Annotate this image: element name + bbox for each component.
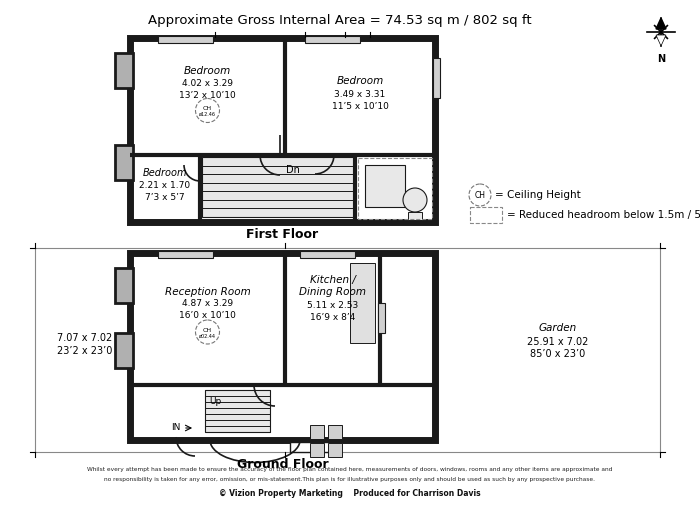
Text: 13’2 x 10’10: 13’2 x 10’10 (179, 91, 236, 100)
Text: 4.02 x 3.29: 4.02 x 3.29 (182, 79, 233, 88)
Circle shape (195, 98, 220, 123)
Bar (305, 36, 360, 43)
Bar (35, 248, 660, 452)
Bar (328, 425, 342, 439)
Bar (365, 165, 405, 207)
Polygon shape (656, 18, 666, 29)
Text: CH: CH (475, 191, 486, 199)
Bar (350, 263, 375, 343)
Text: Ground Floor: Ground Floor (237, 458, 328, 472)
Text: ø02.44: ø02.44 (199, 334, 216, 339)
Text: = Reduced headroom below 1.5m / 5’0: = Reduced headroom below 1.5m / 5’0 (507, 210, 700, 220)
Text: Up: Up (209, 397, 221, 407)
Text: no responsibility is taken for any error, omission, or mis-statement.This plan i: no responsibility is taken for any error… (104, 478, 596, 483)
Text: 16’9 x 8’4: 16’9 x 8’4 (310, 313, 355, 322)
Text: © Vizion Property Marketing    Produced for Charrison Davis: © Vizion Property Marketing Produced for… (219, 489, 481, 497)
Bar (328, 443, 342, 457)
Circle shape (469, 184, 491, 206)
Bar (290, 442, 340, 452)
Text: 7.07 x 7.02: 7.07 x 7.02 (57, 333, 113, 343)
Circle shape (195, 320, 220, 344)
Text: IN: IN (171, 423, 180, 432)
Bar (130, 38, 435, 222)
Text: 11’5 x 10’10: 11’5 x 10’10 (332, 102, 389, 111)
Bar (470, 207, 502, 223)
Bar (115, 145, 133, 180)
Text: 2.21 x 1.70: 2.21 x 1.70 (139, 181, 190, 190)
Bar (358, 158, 432, 219)
Text: Garden: Garden (538, 323, 577, 333)
Bar (408, 212, 422, 220)
Bar (433, 58, 440, 98)
Text: CH: CH (203, 328, 212, 333)
Text: Bedroom: Bedroom (184, 66, 231, 77)
Text: Approximate Gross Internal Area = 74.53 sq m / 802 sq ft: Approximate Gross Internal Area = 74.53 … (148, 14, 532, 27)
Text: 3.49 x 3.31: 3.49 x 3.31 (335, 90, 386, 99)
Text: = Ceiling Height: = Ceiling Height (495, 190, 581, 200)
Bar (205, 390, 270, 432)
Text: 4.87 x 3.29: 4.87 x 3.29 (182, 300, 233, 308)
Bar (158, 251, 213, 258)
Bar (202, 157, 353, 217)
Text: Bedroom: Bedroom (337, 77, 384, 87)
Text: 25.91 x 7.02: 25.91 x 7.02 (527, 337, 588, 347)
Text: Bedroom: Bedroom (143, 168, 188, 178)
Text: 23’2 x 23’0: 23’2 x 23’0 (57, 346, 113, 356)
Bar (310, 443, 324, 457)
Text: Kitchen /
Dining Room: Kitchen / Dining Room (299, 275, 366, 297)
Polygon shape (656, 35, 666, 46)
Bar (300, 251, 355, 258)
Text: First Floor: First Floor (246, 229, 318, 241)
Text: 85’0 x 23’0: 85’0 x 23’0 (530, 349, 585, 359)
Bar (310, 425, 324, 439)
Text: 16’0 x 10’10: 16’0 x 10’10 (179, 311, 236, 320)
Text: Reception Room: Reception Room (164, 287, 251, 297)
Bar (115, 53, 133, 88)
Text: Dn: Dn (286, 165, 300, 175)
Text: N: N (657, 54, 665, 64)
Text: 7’3 x 5’7: 7’3 x 5’7 (145, 193, 185, 202)
Bar (130, 253, 435, 440)
Bar (378, 303, 385, 333)
Bar (115, 333, 133, 368)
Text: ø12.46: ø12.46 (199, 112, 216, 117)
Text: CH: CH (203, 106, 212, 111)
Bar (115, 268, 133, 303)
Bar (158, 36, 213, 43)
Circle shape (403, 188, 427, 212)
Text: Whilst every attempt has been made to ensure the accuracy of the floor plan cont: Whilst every attempt has been made to en… (88, 467, 612, 473)
Text: 5.11 x 2.53: 5.11 x 2.53 (307, 302, 358, 310)
